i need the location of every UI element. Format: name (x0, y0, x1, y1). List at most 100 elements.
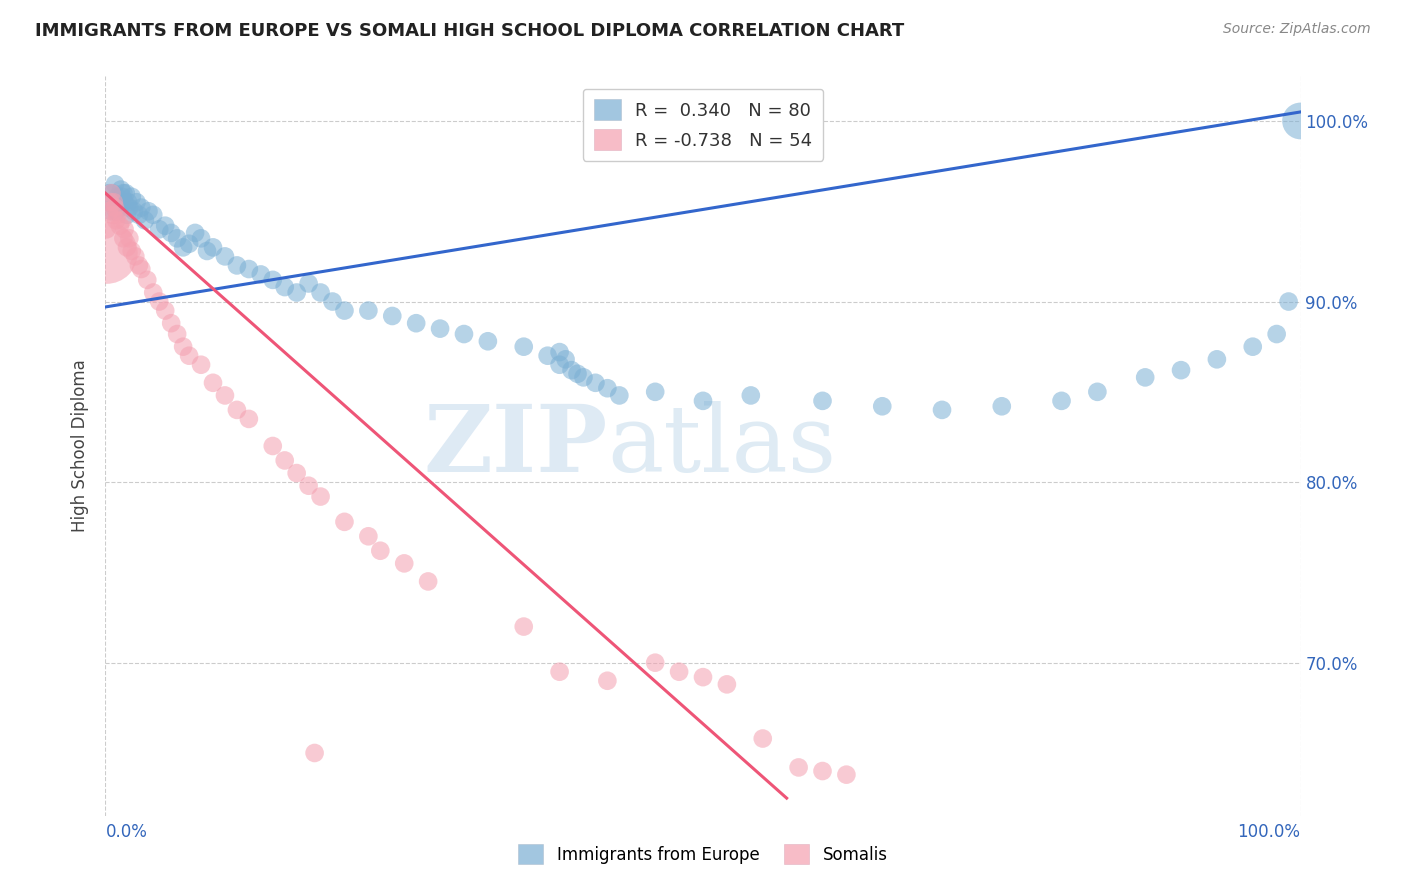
Point (225, 259, 249, 273)
Point (97, 195, 120, 210)
Point (190, 231, 212, 245)
Point (333, 515, 356, 529)
Point (125, 195, 148, 210)
Point (153, 219, 177, 233)
Point (418, 574, 440, 589)
Point (107, 190, 129, 204)
Point (101, 208, 124, 222)
Point (548, 665, 571, 679)
Point (585, 376, 607, 390)
Point (214, 249, 236, 263)
Point (309, 490, 332, 504)
Text: ZIP: ZIP (423, 401, 607, 491)
Point (128, 259, 150, 273)
Point (177, 236, 201, 251)
Point (536, 349, 558, 363)
Point (931, 403, 953, 417)
Legend: R =  0.340   N = 80, R = -0.738   N = 54: R = 0.340 N = 80, R = -0.738 N = 54 (583, 88, 823, 161)
Point (811, 393, 834, 408)
Point (172, 240, 194, 254)
Point (567, 367, 589, 381)
Point (513, 340, 536, 354)
Point (333, 303, 356, 318)
Point (103, 195, 125, 210)
Text: Source: ZipAtlas.com: Source: ZipAtlas.com (1223, 22, 1371, 37)
Point (1206, 352, 1229, 367)
Point (692, 393, 714, 408)
Point (148, 294, 170, 309)
Point (1050, 393, 1073, 408)
Point (142, 208, 165, 222)
Point (104, 177, 127, 191)
Point (128, 208, 150, 222)
Point (872, 399, 894, 413)
Point (124, 249, 146, 263)
Point (107, 208, 129, 222)
Point (108, 201, 131, 215)
Point (115, 208, 138, 222)
Point (142, 285, 165, 300)
Point (108, 219, 131, 233)
Text: 0.0%: 0.0% (105, 823, 148, 841)
Point (572, 370, 595, 384)
Text: 100.0%: 100.0% (1237, 823, 1301, 841)
Point (357, 303, 380, 318)
Point (148, 222, 170, 236)
Point (560, 363, 583, 377)
Point (477, 334, 499, 349)
Point (238, 262, 260, 277)
Point (787, 760, 810, 774)
Y-axis label: High School Diploma: High School Diploma (72, 359, 90, 533)
Point (100, 186, 122, 201)
Point (250, 268, 273, 282)
Point (105, 213, 128, 227)
Point (225, 403, 249, 417)
Point (121, 190, 143, 204)
Point (429, 321, 451, 335)
Point (214, 388, 236, 402)
Point (110, 183, 132, 197)
Point (115, 240, 138, 254)
Point (1277, 294, 1299, 309)
Point (304, 746, 326, 760)
Point (273, 280, 295, 294)
Point (121, 244, 143, 258)
Point (740, 388, 762, 402)
Point (98, 195, 121, 210)
Point (607, 388, 630, 402)
Point (112, 231, 135, 245)
Text: IMMIGRANTS FROM EUROPE VS SOMALI HIGH SCHOOL DIPLOMA CORRELATION CHART: IMMIGRANTS FROM EUROPE VS SOMALI HIGH SC… (35, 22, 904, 40)
Point (392, 557, 416, 571)
Point (835, 767, 858, 781)
Point (160, 316, 183, 330)
Point (309, 285, 332, 300)
Point (129, 201, 153, 215)
Point (112, 186, 135, 201)
Point (172, 340, 194, 354)
Point (96, 222, 118, 236)
Point (202, 240, 225, 254)
Point (262, 439, 284, 453)
Point (114, 186, 136, 201)
Point (321, 294, 344, 309)
Point (554, 352, 576, 367)
Point (111, 213, 134, 227)
Text: atlas: atlas (607, 401, 837, 491)
Point (100, 204, 122, 219)
Point (166, 326, 188, 341)
Point (134, 213, 156, 227)
Point (202, 376, 225, 390)
Point (273, 453, 295, 467)
Point (105, 204, 128, 219)
Point (238, 412, 260, 426)
Point (101, 186, 124, 201)
Point (1133, 370, 1156, 384)
Point (118, 201, 141, 215)
Point (117, 195, 139, 210)
Point (716, 677, 738, 691)
Point (1241, 340, 1264, 354)
Point (262, 273, 284, 287)
Point (98, 186, 121, 201)
Point (160, 226, 183, 240)
Point (453, 326, 475, 341)
